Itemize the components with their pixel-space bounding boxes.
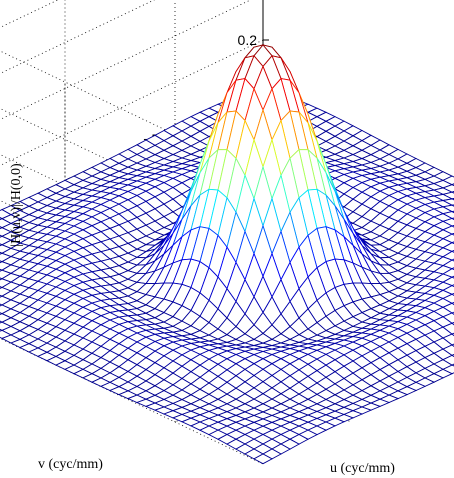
axis-labels: |H(u,v)|/H(0,0) v (cyc/mm) u (cyc/mm)	[9, 163, 395, 476]
mesh-cell	[253, 453, 273, 465]
x-axis-label: u (cyc/mm)	[330, 461, 395, 476]
z-tick-label: 0.2	[238, 32, 258, 48]
y-axis-label: v (cyc/mm)	[38, 457, 103, 472]
surface-mesh	[0, 44, 454, 465]
z-axis-label: |H(u,v)|/H(0,0)	[9, 163, 24, 247]
z-tick-label: 0.4	[238, 0, 258, 2]
